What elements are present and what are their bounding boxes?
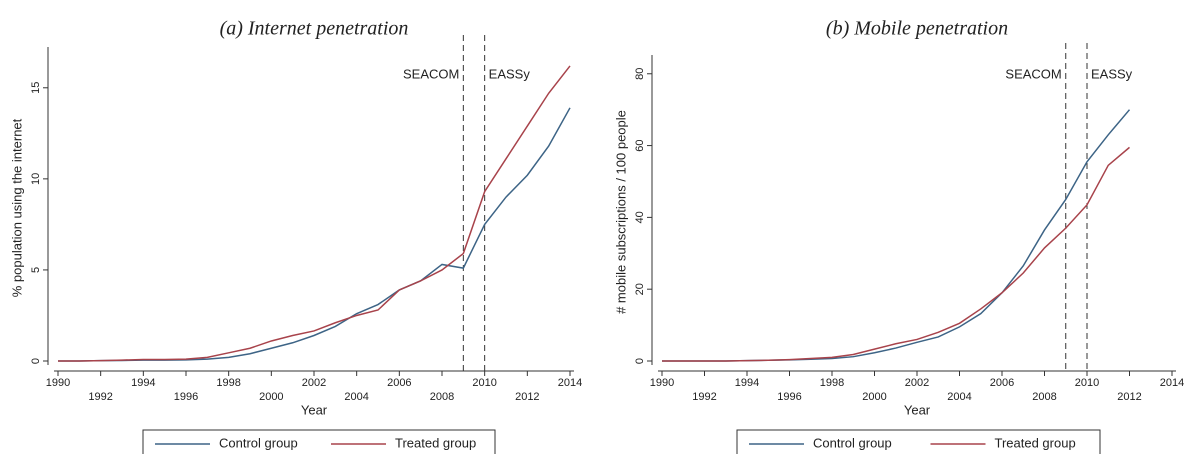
chart-title: (b) Mobile penetration (826, 18, 1008, 40)
x-axis-title: Year (904, 402, 931, 417)
x-tick-label: 2010 (472, 377, 496, 389)
x-tick-label: 1998 (820, 377, 844, 389)
x-tick-label: 1996 (174, 391, 198, 403)
x-tick-label: 2010 (1075, 377, 1099, 389)
y-axis-title: # mobile subscriptions / 100 people (613, 110, 628, 314)
series-line (662, 146, 1130, 362)
x-tick-label: 2002 (905, 377, 929, 389)
x-tick-label: 2014 (1160, 377, 1184, 389)
x-tick-label: 1996 (777, 391, 801, 403)
event-label: EASSy (489, 66, 531, 81)
x-tick-label: 1990 (650, 377, 674, 389)
x-tick-label: 1990 (46, 377, 70, 389)
x-tick-label: 2004 (947, 391, 971, 403)
y-tick-label: 15 (30, 82, 42, 94)
x-tick-label: 2004 (344, 391, 368, 403)
y-tick-label: 0 (30, 358, 42, 364)
x-tick-label: 2006 (387, 377, 411, 389)
y-tick-label: 0 (634, 358, 646, 364)
x-tick-label: 2006 (990, 377, 1014, 389)
event-label: EASSy (1091, 66, 1133, 81)
y-tick-label: 80 (634, 68, 646, 80)
x-tick-label: 1998 (216, 377, 240, 389)
event-label: SEACOM (403, 66, 459, 81)
x-tick-label: 2000 (862, 391, 886, 403)
legend-box (736, 429, 1101, 454)
legend-label: Control group (813, 435, 892, 450)
legend-label: Control group (219, 435, 298, 450)
y-tick-label: 10 (30, 173, 42, 185)
y-axis-title: % population using the internet (9, 118, 24, 297)
y-tick-label: 5 (30, 267, 42, 273)
legend-label: Treated group (995, 435, 1076, 450)
x-tick-label: 2008 (1032, 391, 1056, 403)
series-line (662, 109, 1131, 362)
chart-title: (a) Internet penetration (220, 18, 409, 40)
x-tick-label: 2002 (302, 377, 326, 389)
x-tick-label: 1994 (131, 377, 155, 389)
series-line (58, 65, 571, 362)
x-axis-title: Year (301, 402, 328, 417)
x-tick-label: 2014 (558, 377, 582, 389)
legend-label: Treated group (395, 435, 476, 450)
y-tick-label: 60 (634, 139, 646, 151)
y-tick-label: 40 (634, 211, 646, 223)
legend-box (142, 429, 496, 454)
x-tick-label: 2012 (515, 391, 539, 403)
series-line (58, 107, 571, 362)
x-tick-label: 2008 (430, 391, 454, 403)
y-tick-label: 20 (634, 283, 646, 295)
x-tick-label: 1994 (735, 377, 759, 389)
x-tick-label: 1992 (88, 391, 112, 403)
x-tick-label: 1992 (692, 391, 716, 403)
x-tick-label: 2000 (259, 391, 283, 403)
event-label: SEACOM (1005, 66, 1061, 81)
x-tick-label: 2012 (1117, 391, 1141, 403)
